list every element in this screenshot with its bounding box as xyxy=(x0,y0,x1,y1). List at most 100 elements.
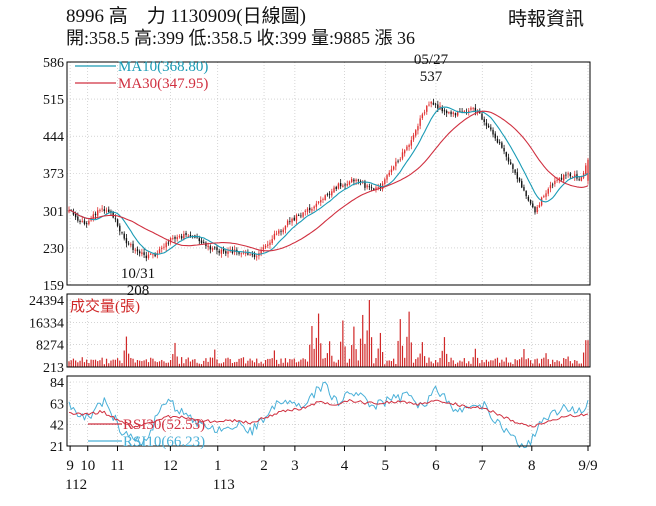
candle-down xyxy=(434,103,437,105)
volume-bar xyxy=(476,357,479,367)
volume-bar xyxy=(284,358,287,367)
candle-up xyxy=(399,159,401,161)
candle-up xyxy=(306,208,309,212)
candle-down xyxy=(492,129,494,135)
volume-bar xyxy=(315,337,317,367)
candle-down xyxy=(297,215,300,216)
candle-down xyxy=(253,254,256,257)
candle-down xyxy=(231,249,234,254)
volume-bar xyxy=(99,360,101,367)
candle-down xyxy=(185,232,187,235)
volume-bar xyxy=(183,363,185,367)
volume-bar xyxy=(397,340,399,367)
candle-up xyxy=(169,237,172,243)
candle-down xyxy=(79,220,81,222)
volume-bar xyxy=(563,358,565,367)
candle-down xyxy=(119,225,121,232)
candle-up xyxy=(271,239,273,244)
candle-up xyxy=(311,209,313,211)
candle-down xyxy=(293,217,295,221)
candle-down xyxy=(326,194,329,196)
volume-bar xyxy=(461,361,463,367)
candle-down xyxy=(512,164,514,169)
volume-bar xyxy=(529,360,532,367)
rsi-panel xyxy=(68,381,589,449)
candle-down xyxy=(77,216,79,221)
volume-bar xyxy=(70,360,72,367)
volume-bar xyxy=(410,342,412,367)
price-tick-label: 159 xyxy=(43,279,64,294)
candle-up xyxy=(240,253,242,255)
volume-bar xyxy=(271,358,273,367)
volume-bar xyxy=(470,363,472,367)
volume-bar xyxy=(580,363,582,367)
volume-bar xyxy=(399,319,401,367)
volume-bar xyxy=(521,357,523,367)
candle-down xyxy=(72,211,75,215)
volume-bar xyxy=(220,363,222,367)
volume-bar xyxy=(262,363,264,367)
candle-up xyxy=(543,196,545,197)
candle-down xyxy=(534,206,536,213)
candle-down xyxy=(222,249,225,252)
candle-up xyxy=(423,112,426,114)
candle-down xyxy=(443,110,446,112)
volume-bar xyxy=(516,360,518,367)
volume-bar xyxy=(231,362,234,367)
candle-down xyxy=(339,183,342,187)
candle-down xyxy=(108,209,110,212)
volume-bar xyxy=(163,361,165,367)
volume-bar xyxy=(370,337,373,367)
volume-bar xyxy=(116,358,119,367)
x-month-label: 3 xyxy=(291,458,299,474)
candle-down xyxy=(379,186,382,189)
candle-down xyxy=(368,186,371,188)
volume-bar xyxy=(258,363,260,367)
candle-down xyxy=(218,250,220,253)
candle-down xyxy=(125,238,128,244)
panel-frames xyxy=(66,61,591,447)
candle-up xyxy=(97,210,99,216)
volume-bar xyxy=(481,359,483,367)
candle-up xyxy=(417,126,419,131)
x-month-label: 9/9 xyxy=(578,458,597,474)
candle-down xyxy=(521,181,523,188)
x-year-label: 113 xyxy=(213,477,235,493)
candle-up xyxy=(574,174,576,178)
volume-bar xyxy=(269,358,271,367)
candle-up xyxy=(463,111,466,112)
volume-bar xyxy=(510,362,512,367)
volume-bar xyxy=(247,360,249,367)
volume-bar xyxy=(377,348,379,367)
volume-bar xyxy=(181,357,183,367)
volume-bar xyxy=(386,360,388,367)
volume-bar xyxy=(423,356,426,367)
volume-bar xyxy=(275,359,278,367)
candle-down xyxy=(359,181,362,182)
volume-bar xyxy=(534,359,536,367)
candle-up xyxy=(406,146,408,150)
volume-bar xyxy=(320,343,322,367)
volume-bar xyxy=(158,361,161,367)
volume-bar xyxy=(141,361,143,367)
candle-up xyxy=(152,254,154,256)
volume-bar xyxy=(198,363,200,367)
volume-bar xyxy=(79,360,81,367)
candle-up xyxy=(540,197,543,206)
candle-up xyxy=(317,201,320,203)
candle-down xyxy=(121,232,123,234)
candle-down xyxy=(565,174,567,176)
candle-down xyxy=(180,236,183,239)
candle-up xyxy=(408,145,410,147)
volume-bar xyxy=(337,359,340,367)
volume-bar xyxy=(227,357,229,367)
candle-up xyxy=(147,254,150,258)
volume-tick-label: 8274 xyxy=(36,339,64,354)
volume-bar xyxy=(576,360,578,367)
candle-up xyxy=(390,169,393,173)
candle-up xyxy=(141,252,143,255)
volume-bar xyxy=(136,360,139,367)
volume-bar xyxy=(240,358,242,367)
x-month-label: 7 xyxy=(478,458,486,474)
candle-down xyxy=(437,104,439,109)
